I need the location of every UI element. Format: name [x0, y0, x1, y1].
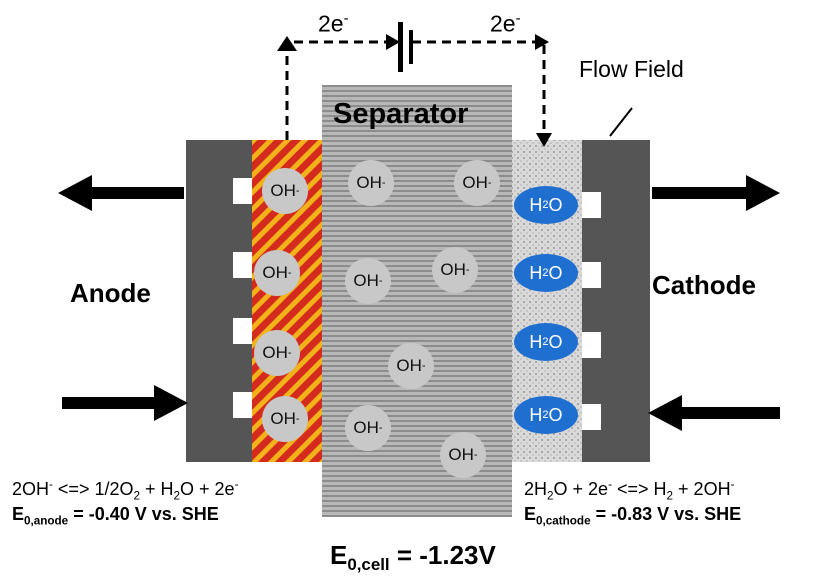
- oh-ion-6: OH -: [454, 160, 500, 206]
- anode-label: Anode: [70, 278, 151, 308]
- cathode-channel-4: [582, 404, 601, 430]
- anode-reaction-equation: 2OH- <=> 1/2O2 + H2O + 2e-: [12, 478, 239, 503]
- oh-ion-7: OH -: [345, 258, 391, 304]
- anode-channel-4: [233, 392, 252, 418]
- anode-channel-1: [233, 178, 252, 204]
- anode-channel-2: [233, 252, 252, 278]
- oh-ion-2: OH -: [254, 250, 300, 296]
- flow-field-pointer: [609, 107, 633, 137]
- oh-ion-4: OH -: [262, 396, 308, 442]
- cathode-channel-3: [582, 332, 601, 358]
- anode-inflow-arrow: [62, 385, 188, 421]
- flow-field-label: Flow Field: [579, 56, 684, 82]
- oh-ion-3: OH -: [254, 330, 300, 376]
- anode-outflow-arrow: [58, 175, 184, 211]
- electron-label-right: 2e-: [490, 10, 521, 37]
- oh-ion-9: OH -: [388, 343, 434, 389]
- cell-potential: E0,cell = -1.23V: [330, 540, 496, 575]
- oh-ion-8: OH -: [432, 247, 478, 293]
- anode-channel-3: [233, 318, 252, 344]
- circuit-arrow-right-top: [535, 34, 549, 50]
- battery-icon: [398, 22, 413, 72]
- oh-ion-5: OH -: [348, 160, 394, 206]
- cathode-channel-2: [582, 262, 601, 288]
- electron-label-left: 2e-: [318, 10, 349, 37]
- separator-label: Separator: [333, 98, 469, 130]
- cathode-outflow-arrow: [652, 175, 780, 211]
- cathode-potential: E0,cathode = -0.83 V vs. SHE: [524, 504, 742, 528]
- circuit-arrow-top: [386, 34, 400, 50]
- cathode-inflow-arrow: [648, 395, 780, 431]
- oh-ion-11: OH -: [440, 432, 486, 478]
- cathode-label: Cathode: [652, 270, 756, 300]
- oh-ion-1: OH -: [262, 168, 308, 214]
- circuit-arrow-left: [277, 36, 297, 51]
- cathode-reaction-equation: 2H2O + 2e- <=> H2 + 2OH-: [524, 478, 735, 503]
- anode-potential: E0,anode = -0.40 V vs. SHE: [12, 504, 219, 528]
- oh-ion-10: OH -: [345, 405, 391, 451]
- circuit-arrow-down: [536, 133, 552, 147]
- cathode-channel-1: [582, 192, 601, 218]
